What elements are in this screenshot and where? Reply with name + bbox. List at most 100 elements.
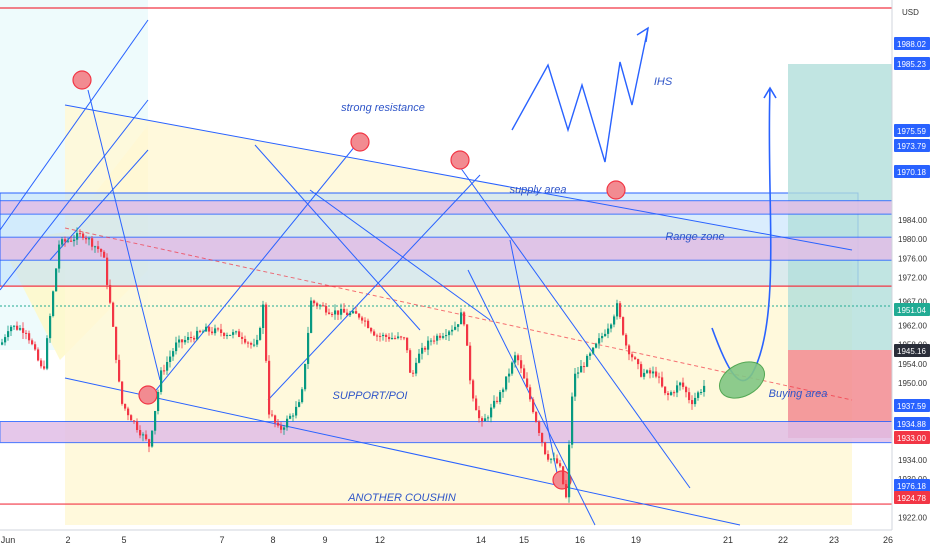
time-axis: Jun 2 5 7 8 9 12 14 15 16 19 21 22 23 26	[0, 529, 893, 550]
candle-body	[370, 328, 373, 332]
candle-body	[529, 387, 532, 400]
candle-body	[124, 403, 127, 409]
candle-body	[643, 372, 646, 377]
background-shapes	[0, 0, 892, 525]
time-tick: 22	[778, 535, 788, 545]
price-badge	[894, 37, 930, 50]
price-badge-label: 1976.18	[897, 482, 926, 491]
candle-body	[214, 328, 217, 334]
candle-body	[223, 332, 226, 336]
candle-body	[112, 302, 115, 327]
candle-body	[427, 340, 430, 350]
candle-body	[16, 325, 19, 330]
candle-body	[667, 393, 670, 395]
candle-body	[43, 366, 46, 369]
candle-body	[250, 343, 253, 345]
candle-body	[373, 331, 376, 336]
candle-body	[247, 342, 250, 344]
candle-body	[121, 381, 124, 404]
candle-body	[58, 244, 61, 269]
price-tick: 1967.00	[898, 298, 927, 307]
candle-body	[511, 362, 514, 374]
candle-body	[484, 418, 487, 422]
price-axis-bg	[892, 0, 932, 550]
time-tick: Jun	[1, 535, 16, 545]
candle-body	[640, 364, 643, 377]
candle-body	[571, 396, 574, 445]
buying-area-ellipse	[719, 361, 765, 399]
candle-body	[304, 363, 307, 390]
candle-body	[595, 343, 598, 348]
price-tick: 1972.00	[898, 274, 927, 283]
zone-label: IHS	[654, 76, 673, 88]
candle-body	[508, 373, 511, 377]
candle-body	[40, 360, 43, 367]
candle-body	[49, 316, 52, 339]
trend-line	[254, 144, 421, 331]
candle-body	[454, 326, 457, 330]
candle-body	[376, 335, 379, 337]
zone-label: Buying area	[769, 388, 828, 400]
candle-body	[55, 268, 58, 292]
candle-body	[220, 329, 223, 333]
candle-body	[664, 386, 667, 394]
candle-body	[145, 434, 148, 440]
candle-body	[565, 484, 568, 498]
price-tick: 1922.00	[898, 514, 927, 523]
trend-line	[87, 89, 161, 381]
candle-body	[211, 331, 214, 334]
candle-body	[94, 246, 97, 248]
candle-body	[682, 382, 685, 387]
candle-body	[325, 306, 328, 313]
candle-body	[298, 402, 301, 407]
candle-body	[430, 340, 433, 342]
time-tick: 8	[270, 535, 275, 545]
candle-body	[82, 233, 85, 238]
candle-body	[472, 380, 475, 399]
price-tick: 1950.00	[898, 379, 927, 388]
candle-body	[466, 324, 469, 346]
candle-body	[448, 331, 451, 336]
price-badge	[894, 139, 930, 152]
candle-body	[265, 304, 268, 361]
candle-body	[283, 427, 286, 430]
time-axis-bg	[0, 530, 892, 550]
time-tick: 5	[121, 535, 126, 545]
candle-body	[688, 392, 691, 401]
candle-body	[313, 300, 316, 304]
candle-body	[619, 303, 622, 318]
candle-body	[526, 378, 529, 388]
candle-body	[286, 418, 289, 428]
candle-body	[517, 355, 520, 361]
candle-body	[520, 360, 523, 369]
zone-label: Range zone	[665, 231, 724, 243]
candle-body	[310, 300, 313, 333]
candle-body	[496, 400, 499, 402]
candle-body	[403, 337, 406, 339]
candle-body	[22, 328, 25, 333]
candle-body	[322, 305, 325, 307]
candle-body	[163, 370, 166, 372]
candle-body	[244, 338, 247, 343]
candle-body	[1, 342, 4, 345]
price-tick: 1962.00	[898, 322, 927, 331]
top-resistance-zone	[0, 200, 893, 215]
candle-body	[358, 313, 361, 318]
price-badge	[894, 479, 930, 492]
candle-body	[217, 328, 220, 330]
time-tick: 15	[519, 535, 529, 545]
price-badge	[894, 165, 930, 178]
price-badge	[894, 124, 930, 137]
trend-line	[454, 159, 691, 489]
candle-body	[364, 320, 367, 322]
candle-body	[679, 382, 682, 386]
candle-body	[340, 308, 343, 315]
candle-body	[541, 433, 544, 443]
candle-body	[196, 330, 199, 340]
price-badge-label: 1933.00	[897, 434, 926, 443]
candle-body	[367, 320, 370, 329]
candle-body	[127, 408, 130, 416]
candle-body	[658, 376, 661, 378]
